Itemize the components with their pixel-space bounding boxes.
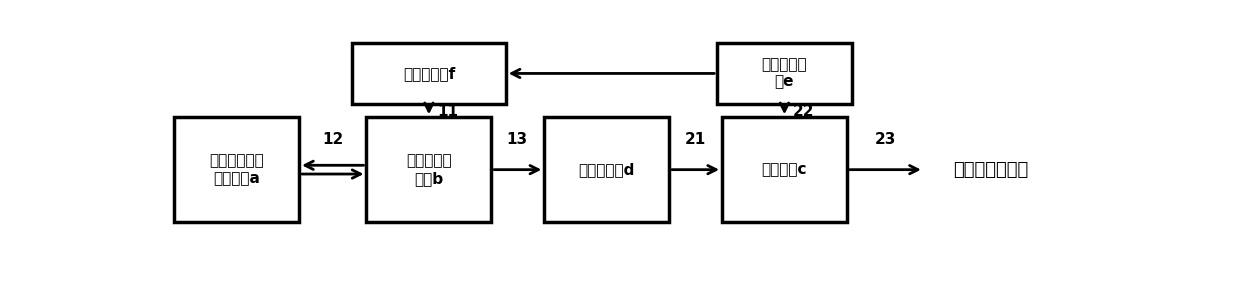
Text: 22: 22 [792,104,815,119]
Text: 集成外腔半导
体激光器a: 集成外腔半导 体激光器a [210,153,264,186]
Bar [722,117,847,222]
Text: 可调光衰减
器e: 可调光衰减 器e [761,57,807,90]
Text: 13: 13 [507,131,528,147]
Text: 光纤放大器d: 光纤放大器d [579,162,635,177]
Text: 11: 11 [438,104,459,119]
Bar [717,43,852,104]
Text: 混沌光信号输出: 混沌光信号输出 [952,161,1028,179]
Text: 偏振控制器f: 偏振控制器f [403,66,455,81]
Bar [174,117,299,222]
Text: 23: 23 [874,131,897,147]
Bar [352,43,506,104]
Text: 光耦合器c: 光耦合器c [761,162,807,177]
Text: 12: 12 [322,131,343,147]
Bar [544,117,670,222]
Bar [367,117,491,222]
Text: 三端口光环
形器b: 三端口光环 形器b [405,153,451,186]
Text: 21: 21 [684,131,706,147]
